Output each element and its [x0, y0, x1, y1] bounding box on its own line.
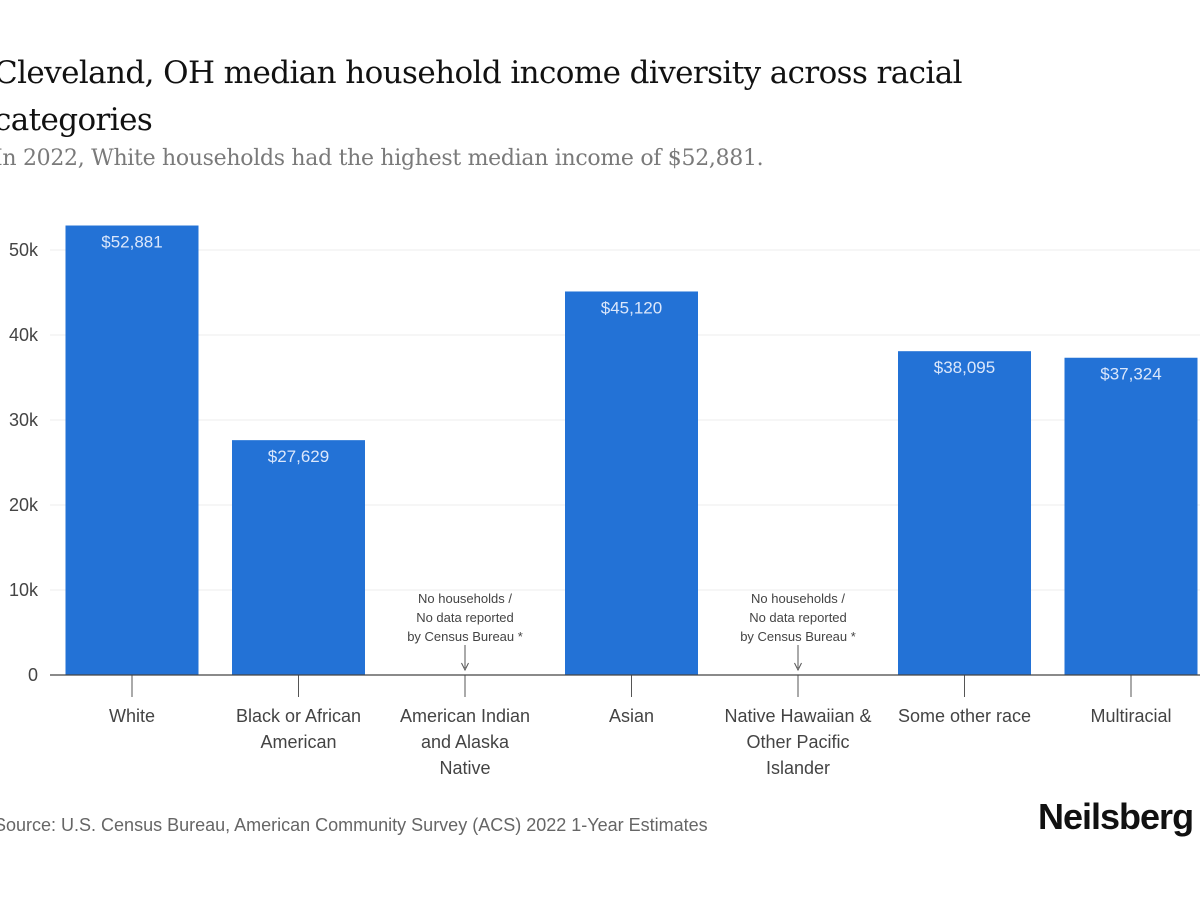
no-data-arrowhead [461, 662, 469, 672]
x-tick-label: Asian [609, 706, 654, 726]
bar [898, 351, 1031, 675]
x-tick-label: Islander [766, 758, 830, 778]
y-axis: 0 10k 20k 30k 40k 50k [9, 240, 39, 685]
y-tick-label: 30k [9, 410, 39, 430]
x-axis: White Black or African American American In… [50, 674, 1200, 778]
no-data-note: No households / [418, 591, 512, 606]
brand-logo: Neilsberg [1038, 796, 1194, 837]
x-tick-label: and Alaska [421, 732, 510, 752]
bar-value-label: $37,324 [1100, 365, 1161, 384]
bar [65, 225, 199, 675]
bars: $52,881 $27,629 No households / No data rep… [65, 225, 1198, 675]
x-tick-label: Other Pacific [746, 732, 849, 752]
y-tick-label: 20k [9, 495, 39, 515]
y-tick-label: 10k [9, 580, 39, 600]
x-tick-label: Multiracial [1090, 706, 1171, 726]
bar [565, 291, 698, 675]
no-data-note: No data reported [416, 610, 514, 625]
y-tick-label: 50k [9, 240, 39, 260]
x-tick-label: American [260, 732, 336, 752]
bar-value-label: $52,881 [101, 233, 162, 252]
no-data-arrowhead [794, 662, 802, 672]
no-data-note: by Census Bureau * [740, 629, 856, 644]
bar [1064, 357, 1198, 675]
source-note: Source: U.S. Census Bureau, American Com… [0, 815, 708, 835]
bar [232, 440, 365, 675]
chart-subtitle: In 2022, White households had the highes… [0, 146, 764, 171]
no-data-note: by Census Bureau * [407, 629, 523, 644]
x-tick-label: Black or African [236, 706, 361, 726]
no-data-note: No data reported [749, 610, 847, 625]
y-tick-label: 0 [28, 665, 38, 685]
x-tick-label: Native [439, 758, 490, 778]
x-tick-label: Some other race [898, 706, 1031, 726]
y-tick-label: 40k [9, 325, 39, 345]
x-tick-label: American Indian [400, 706, 530, 726]
bar-value-label: $38,095 [934, 358, 995, 377]
no-data-note: No households / [751, 591, 845, 606]
chart-title: Cleveland, OH median household income di… [0, 55, 963, 138]
bar-value-label: $27,629 [268, 447, 329, 466]
x-tick-label: White [109, 706, 155, 726]
bar-value-label: $45,120 [601, 298, 662, 317]
x-tick-label: Native Hawaiian & [724, 706, 871, 726]
